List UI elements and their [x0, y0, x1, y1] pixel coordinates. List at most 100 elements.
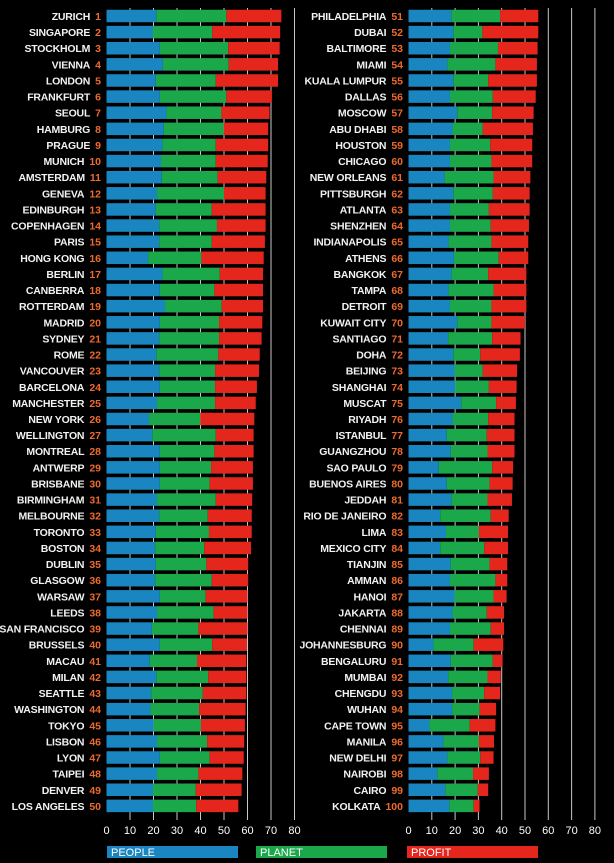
city-rank: 1 [95, 11, 101, 23]
bar-profit-vienna [228, 58, 279, 71]
city-rank: 9 [95, 140, 101, 152]
city-rank: 33 [89, 527, 101, 539]
city-name: BRISBANE [31, 478, 84, 490]
city-name: TIANJIN [347, 559, 386, 571]
city-label: ROTTERDAM 19 [19, 301, 101, 313]
bar-profit-toronto [208, 525, 252, 539]
bar-planet-miami [447, 58, 496, 71]
city-label: BANGKOK 67 [333, 269, 403, 281]
city-name: GENEVA [42, 188, 85, 200]
city-name: NAIROBI [343, 769, 386, 781]
city-rank: 64 [391, 221, 403, 233]
bar-profit-amman [495, 573, 508, 587]
city-name: PITTSBURGH [320, 188, 386, 200]
city-name: MACAU [46, 656, 84, 668]
city-name: MUSCAT [343, 398, 387, 410]
city-name: AMMAN [347, 575, 386, 587]
bar-people-singapore [106, 25, 154, 39]
city-label: SYDNEY 21 [42, 333, 101, 345]
bar-people-glasgow [106, 573, 156, 587]
bar-people-brussels [106, 638, 160, 651]
bar-profit-paris [211, 235, 265, 248]
bar-profit-glasgow [211, 573, 249, 587]
bar-profit-baltimore [497, 41, 538, 55]
city-rank: 28 [89, 446, 101, 458]
bar-profit-manila [478, 735, 495, 748]
city-rank: 32 [89, 511, 101, 523]
bar-planet-new-york [149, 412, 201, 426]
city-rank: 42 [89, 672, 101, 684]
bar-people-indianapolis [408, 235, 449, 248]
city-label: MEXICO CITY 84 [320, 543, 403, 555]
bar-profit-houston [490, 138, 533, 152]
city-label: SANTIAGO 71 [332, 333, 403, 345]
city-name: STOCKHOLM [24, 43, 90, 55]
city-name: BENGALURU [321, 656, 386, 668]
city-label: BERLIN 17 [46, 269, 101, 281]
city-rank: 83 [391, 527, 403, 539]
bar-people-istanbul [408, 428, 447, 442]
bar-planet-seoul [166, 106, 222, 119]
city-name: DALLAS [345, 92, 387, 104]
bar-planet-rotterdam [165, 299, 222, 313]
city-label: ABU DHABI 58 [329, 124, 403, 136]
bar-people-shanghai [408, 380, 456, 394]
city-rank: 87 [391, 591, 403, 603]
bar-people-moscow [408, 106, 458, 119]
city-rank: 54 [391, 59, 403, 71]
city-name: BANGKOK [333, 269, 386, 281]
city-label: MANILA 96 [347, 736, 403, 748]
bar-planet-singapore [153, 25, 213, 39]
city-rank: 29 [89, 462, 101, 474]
city-label: HAMBURG 8 [37, 124, 101, 136]
city-label: CHENNAI 89 [340, 624, 403, 636]
legend-label-profit: PROFIT [411, 847, 452, 859]
bar-people-mexico-city [408, 541, 441, 555]
city-name: PHILADELPHIA [311, 11, 387, 23]
bar-profit-shenzhen [490, 219, 529, 232]
city-name: SEATTLE [39, 688, 85, 700]
bar-profit-barcelona [215, 380, 257, 394]
bar-profit-riyadh [488, 412, 515, 426]
bar-planet-amman [449, 573, 496, 587]
bar-profit-tampa [493, 283, 527, 297]
bar-planet-canberra [159, 283, 215, 297]
bar-planet-barcelona [159, 380, 216, 394]
city-rank: 5 [95, 75, 101, 87]
bar-profit-vancouver [215, 364, 260, 377]
bar-people-santiago [408, 332, 449, 345]
bar-planet-antwerp [159, 461, 212, 474]
bar-planet-rome [156, 348, 219, 361]
city-label: ATLANTA 63 [340, 204, 403, 216]
bar-profit-chicago [491, 154, 533, 168]
city-rank: 88 [391, 607, 403, 619]
city-name: CAPE TOWN [324, 720, 386, 732]
bar-people-vancouver [106, 364, 160, 377]
bar-people-frankfurt [106, 90, 160, 103]
bar-profit-stockholm [228, 41, 280, 55]
city-label: INDIANAPOLIS 65 [313, 237, 403, 249]
x-tick-label-right: 20 [449, 825, 461, 837]
city-rank: 13 [89, 204, 101, 216]
city-rank: 41 [89, 656, 101, 668]
city-label: MUMBAI 92 [344, 672, 403, 684]
city-rank: 26 [89, 414, 101, 426]
bar-profit-prague [215, 138, 269, 152]
city-name: BALTIMORE [326, 43, 386, 55]
city-rank: 14 [89, 221, 101, 233]
city-label: WELLINGTON 27 [16, 430, 101, 442]
city-name: PRAGUE [46, 140, 90, 152]
bar-profit-new-york [200, 412, 255, 426]
bar-profit-bengaluru [492, 654, 503, 668]
bar-planet-geneva [157, 187, 224, 200]
bar-planet-montreal [159, 444, 215, 458]
bar-planet-brussels [159, 638, 213, 651]
city-label: BEIJING 73 [346, 366, 403, 378]
bar-profit-los-angeles [196, 799, 239, 813]
bar-planet-san-francisco [151, 622, 199, 635]
bar-people-macau [106, 654, 150, 668]
city-label: WASHINGTON 44 [14, 704, 101, 716]
bar-people-new-orleans [408, 170, 445, 184]
bar-profit-madrid [219, 316, 263, 329]
bar-profit-doha [480, 348, 520, 361]
